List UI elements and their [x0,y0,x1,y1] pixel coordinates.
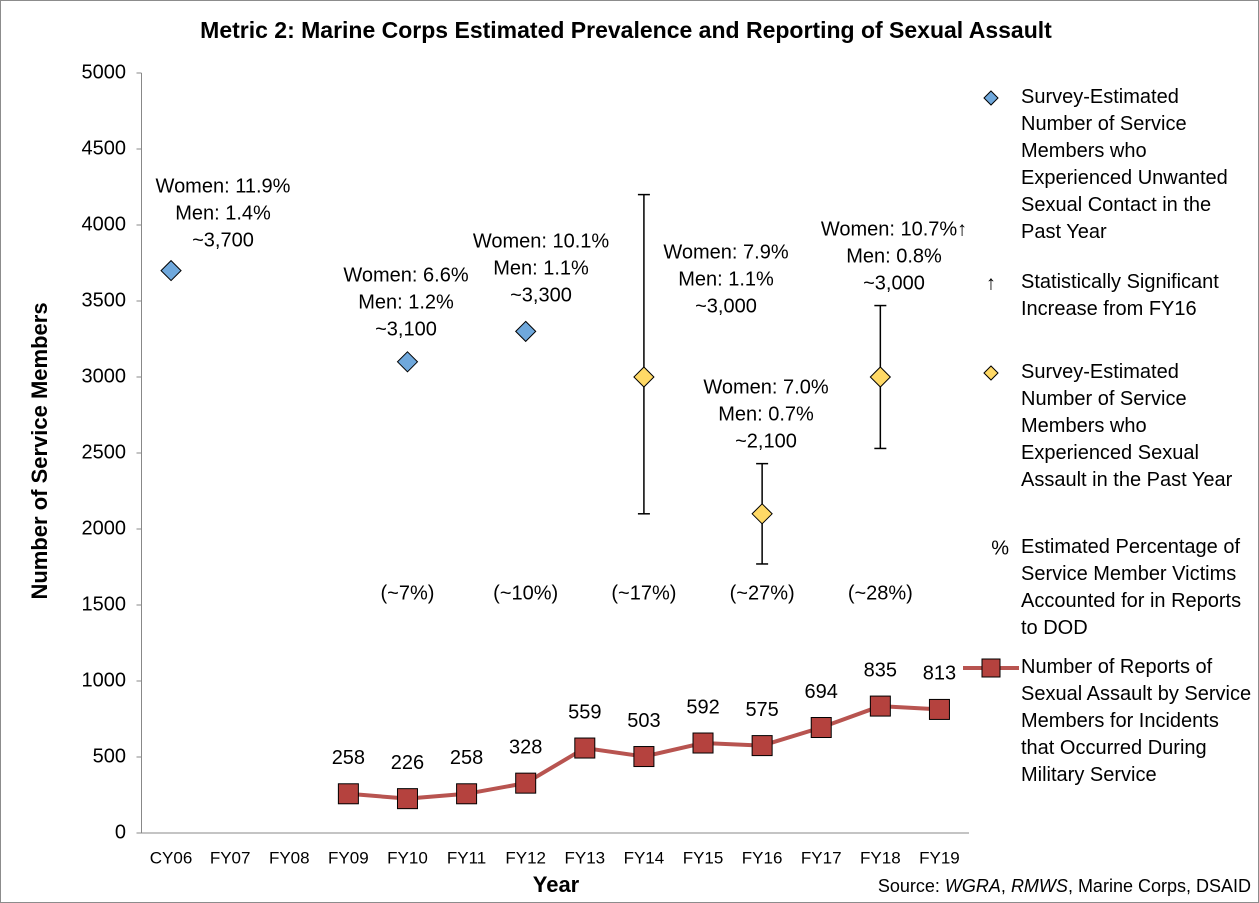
x-tick-label: FY08 [269,848,310,867]
annotation: Men: 1.1% [493,257,589,279]
y-tick-label: 1000 [82,669,127,691]
data-label: 258 [332,747,365,769]
y-axis-label: Number of Service Members [27,302,52,599]
annotation: ~3,000 [695,295,757,317]
annotation: Men: 1.1% [678,268,774,290]
y-tick-label: 1500 [82,593,127,615]
legend-symbol [981,658,1001,678]
point [751,735,773,757]
source-part: , Marine Corps, DSAID [1068,876,1251,896]
point [810,717,832,739]
legend-entry: Number of Reports of Sexual Assault by S… [1021,656,1252,786]
annotation: Men: 1.2% [358,291,454,313]
chart-title: Metric 2: Marine Corps Estimated Prevale… [200,17,1052,43]
point [692,732,714,754]
annotation: Men: 0.8% [846,245,942,267]
annotation: Women: 10.7%↑ [821,218,967,240]
percent-label: (~27%) [730,582,795,604]
annotation: ~3,700 [192,229,254,251]
annotation: Women: 6.6% [343,264,468,286]
annotation: Women: 7.9% [663,241,788,263]
point [160,259,182,282]
point [396,351,419,373]
y-tick-label: 4000 [82,213,127,235]
source-part: Source: [878,876,945,896]
data-label: 592 [686,696,719,718]
x-tick-label: FY15 [683,848,724,867]
legend-entry: Survey-Estimated Number of Service Membe… [1021,86,1228,243]
y-tick-label: 0 [115,821,126,843]
annotation: Men: 1.4% [175,202,271,224]
y-tick-label: 4500 [82,137,127,159]
y-tick-label: 3500 [82,289,127,311]
legend-note: Estimated Percentage of Service Member V… [1021,536,1242,639]
source-part: WGRA [945,876,1001,896]
source-part: RMWS [1011,876,1068,896]
x-tick-label: FY11 [447,848,486,867]
point [633,366,655,388]
data-label: 258 [450,747,483,769]
point [396,788,418,810]
x-tick-label: FY17 [801,848,842,867]
point [633,746,655,768]
point [869,695,891,717]
data-label: 813 [923,663,956,685]
annotation: Women: 7.0% [703,376,828,398]
y-tick-label: 2500 [82,441,127,463]
x-tick-label: FY10 [387,848,428,867]
x-tick-label: FY16 [742,848,783,867]
point [869,366,892,388]
data-label: 226 [391,752,424,774]
legend-symbol [983,365,999,381]
x-tick-label: FY18 [860,848,901,867]
point [337,783,359,805]
point [514,320,537,343]
x-tick-label: FY12 [505,848,546,867]
annotation: ~3,100 [375,318,437,340]
x-axis-label: Year [533,872,580,897]
data-label: 835 [864,659,897,681]
point [928,698,950,720]
y-tick-label: 5000 [82,61,127,83]
point [456,783,478,805]
x-tick-label: FY13 [564,848,605,867]
source-note: Source: WGRA, RMWS, Marine Corps, DSAID [878,876,1251,896]
legend-entry: Survey-Estimated Number of Service Membe… [1021,361,1233,491]
annotation: ~3,000 [863,272,925,294]
legend-symbol: ↑ [986,272,996,294]
percent-label: (~28%) [848,582,913,604]
annotation: ~3,300 [510,284,572,306]
percent-label: (~10%) [493,582,558,604]
percent-label: (~7%) [381,582,435,604]
y-tick-label: 2000 [82,517,127,539]
data-label: 559 [568,701,601,723]
x-tick-label: FY14 [624,848,665,867]
data-label: 503 [627,710,660,732]
y-tick-label: 3000 [82,365,127,387]
legend-symbol [983,90,999,106]
data-label: 694 [805,681,838,703]
annotation: Women: 11.9% [156,175,291,197]
data-label: 328 [509,736,542,758]
annotation: Women: 10.1% [473,230,610,252]
percent-label: (~17%) [611,582,676,604]
annotation: ~2,100 [735,430,797,452]
x-tick-label: FY19 [919,848,960,867]
point [574,737,596,759]
annotation: Men: 0.7% [718,403,814,425]
legend-symbol: % [991,537,1009,559]
legend-note: Statistically Significant Increase from … [1021,271,1219,320]
point [515,772,537,794]
x-tick-label: CY06 [150,848,193,867]
point [751,503,773,525]
y-tick-label: 500 [93,745,126,767]
source-part: , [1001,876,1011,896]
data-label: 575 [745,699,778,721]
x-tick-label: FY07 [210,848,251,867]
x-tick-label: FY09 [328,848,369,867]
